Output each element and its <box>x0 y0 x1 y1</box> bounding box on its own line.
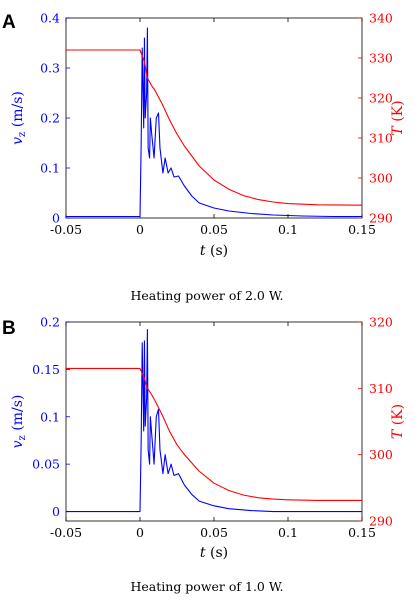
y-left-tick-label: 0 <box>52 211 60 226</box>
velocity-series-line <box>66 329 362 513</box>
y-right-tick-label: 310 <box>369 131 393 146</box>
x-tick-label: 0.15 <box>348 222 376 237</box>
x-tick-label: 0.1 <box>278 222 298 237</box>
y-right-tick-label: 290 <box>369 211 393 226</box>
x-tick-label: 0.15 <box>348 525 376 540</box>
x-tick-label: 0.1 <box>278 525 298 540</box>
y-right-axis-label: T (K) <box>390 100 406 135</box>
y-right-tick-label: 300 <box>369 171 393 186</box>
y-left-tick-label: 0.15 <box>32 362 60 377</box>
temperature-series-line <box>66 367 362 501</box>
y-right-tick-label: 340 <box>369 11 393 26</box>
y-right-tick-label: 330 <box>369 51 393 66</box>
x-tick-label: 0.05 <box>200 222 228 237</box>
y-left-tick-label: 0.3 <box>40 61 60 76</box>
velocity-series-line <box>66 27 362 218</box>
y-left-tick-label: 0.05 <box>32 457 60 472</box>
chart-panel-a: A-0.05 0 0.05 0.1 0.1500.10.20.30.4290300310… <box>2 11 406 304</box>
y-left-tick-label: 0.4 <box>40 11 60 26</box>
panel-letter: A <box>2 12 16 33</box>
y-right-tick-label: 290 <box>369 514 393 529</box>
y-right-tick-label: 320 <box>369 91 393 106</box>
panel-letter: B <box>2 318 16 339</box>
x-tick-label: 0.05 <box>200 525 228 540</box>
y-right-tick-label: 320 <box>369 315 393 330</box>
x-axis-label: t (s) <box>200 243 228 259</box>
x-tick-label: -0.05 <box>50 222 82 237</box>
y-right-tick-label: 300 <box>369 447 393 462</box>
temperature-series-line <box>66 49 363 206</box>
x-tick-label: 0 <box>136 222 144 237</box>
y-right-axis-label: T (K) <box>390 404 406 439</box>
chart-panel-b: B -0.05 0 0.05 0.1 0.15 0 0.05 0.1 0.15 0.2 290 300 3… <box>2 315 406 595</box>
x-axis-label: t (s) <box>200 545 228 561</box>
figure-caption: Heating power of 1.0 W. <box>131 579 284 594</box>
y-left-tick-label: 0.1 <box>40 409 60 424</box>
y-left-tick-label: 0.2 <box>40 111 60 126</box>
plot-frame <box>65 17 363 219</box>
x-tick-label: 0 <box>136 525 144 540</box>
y-left-tick-label: 0.1 <box>40 161 60 176</box>
y-left-tick-label: 0.2 <box>40 315 60 330</box>
y-left-axis-label: vz (m/s) <box>10 395 28 449</box>
y-left-axis-label: vz (m/s) <box>10 91 28 145</box>
plot-frame <box>65 321 363 522</box>
y-right-tick-label: 310 <box>369 381 393 396</box>
figure-caption: Heating power of 2.0 W. <box>131 288 284 303</box>
y-left-tick-label: 0 <box>52 504 60 519</box>
x-tick-label: -0.05 <box>50 525 82 540</box>
